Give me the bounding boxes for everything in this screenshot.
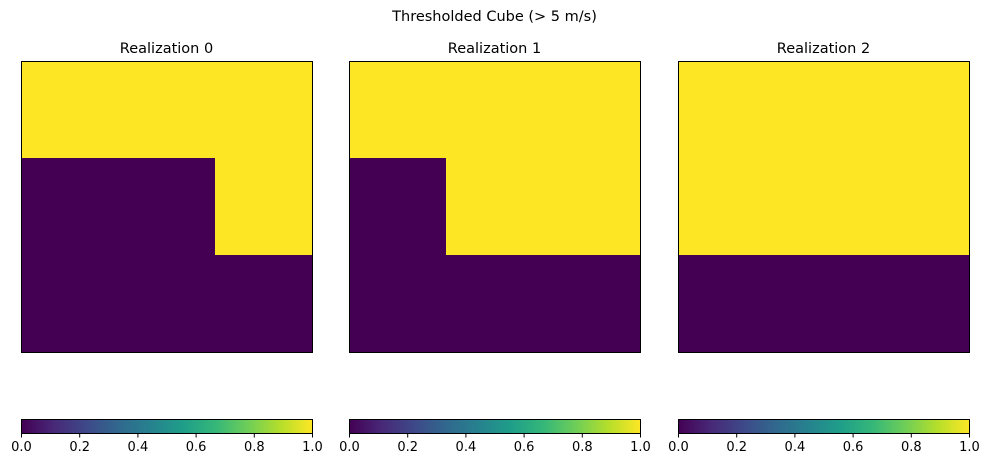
colorbar-tick-label: 0.8: [901, 440, 922, 455]
heatmap-cell: [118, 158, 216, 256]
heatmap-cell: [118, 255, 216, 353]
panel-1: Realization 1 0.0 0.2 0.4 0.6 0.8 1.0: [339, 41, 651, 455]
colorbar-tick-label: 0.0: [339, 440, 360, 455]
heatmap-cell: [678, 255, 776, 353]
heatmap-cell: [21, 255, 119, 353]
colorbar-tick-label: 0.0: [11, 440, 32, 455]
heatmap-cell: [678, 158, 776, 256]
figure-suptitle: Thresholded Cube (> 5 m/s): [391, 9, 597, 25]
axes-frame: [678, 61, 970, 353]
colorbar-tick-label: 0.6: [514, 440, 535, 455]
colorbar-tick-label: 0.6: [186, 440, 207, 455]
panel-title: Realization 0: [120, 41, 213, 57]
colorbar-tick-label: 0.2: [726, 440, 747, 455]
heatmap-cell: [872, 61, 970, 159]
heatmap-cell: [446, 255, 544, 353]
colorbar-tick-label: 1.0: [302, 440, 323, 455]
heatmap-cell: [678, 61, 776, 159]
colorbar-tick-label: 0.4: [128, 440, 149, 455]
heatmap-cell: [215, 61, 313, 159]
colorbar-tick-label: 0.4: [456, 440, 477, 455]
colorbar-tick-label: 0.8: [244, 440, 265, 455]
colorbar-tick-label: 0.0: [668, 440, 689, 455]
colorbar: [349, 419, 641, 434]
axes-frame: [349, 61, 641, 353]
colorbar: [21, 419, 313, 434]
panel-title: Realization 1: [448, 41, 541, 57]
heatmap-cell: [543, 255, 641, 353]
colorbar-tick-label: 0.8: [572, 440, 593, 455]
colorbar-tick-label: 0.6: [843, 440, 864, 455]
colorbar-tick-label: 0.2: [397, 440, 418, 455]
heatmap-cell: [21, 61, 119, 159]
heatmap-cell: [872, 255, 970, 353]
heatmap-cell: [775, 158, 873, 256]
heatmap-cell: [21, 158, 119, 256]
heatmap-cell: [118, 61, 216, 159]
heatmap-cell: [775, 61, 873, 159]
heatmap-cell: [215, 158, 313, 256]
panels: Realization 00.0 0.2 0.4 0.6 0.8 1.0Realizati…: [11, 41, 980, 455]
heatmap-cell: [215, 255, 313, 353]
heatmap-cell: [446, 158, 544, 256]
colorbar-tick-label: 0.2: [69, 440, 90, 455]
heatmap-cell: [446, 61, 544, 159]
panel-title: Realization 2: [777, 41, 870, 57]
panel-0: Realization 0 0.0 0.2 0.4 0.6 0.8 1.0: [11, 41, 323, 455]
heatmap-cell: [543, 158, 641, 256]
axes-frame: [21, 61, 313, 353]
colorbar: [678, 419, 970, 434]
heatmap-cell: [543, 61, 641, 159]
heatmap-cell: [349, 255, 447, 353]
colorbar-tick-label: 0.4: [785, 440, 806, 455]
heatmap-cell: [349, 61, 447, 159]
heatmap-cell: [872, 158, 970, 256]
heatmap-cell: [775, 255, 873, 353]
colorbar-tick-label: 1.0: [630, 440, 651, 455]
colorbar-tick-label: 1.0: [959, 440, 980, 455]
heatmap-cell: [349, 158, 447, 256]
panel-2: Realization 2 0.0 0.2 0.4 0.6 0.8 1.0: [668, 41, 980, 455]
